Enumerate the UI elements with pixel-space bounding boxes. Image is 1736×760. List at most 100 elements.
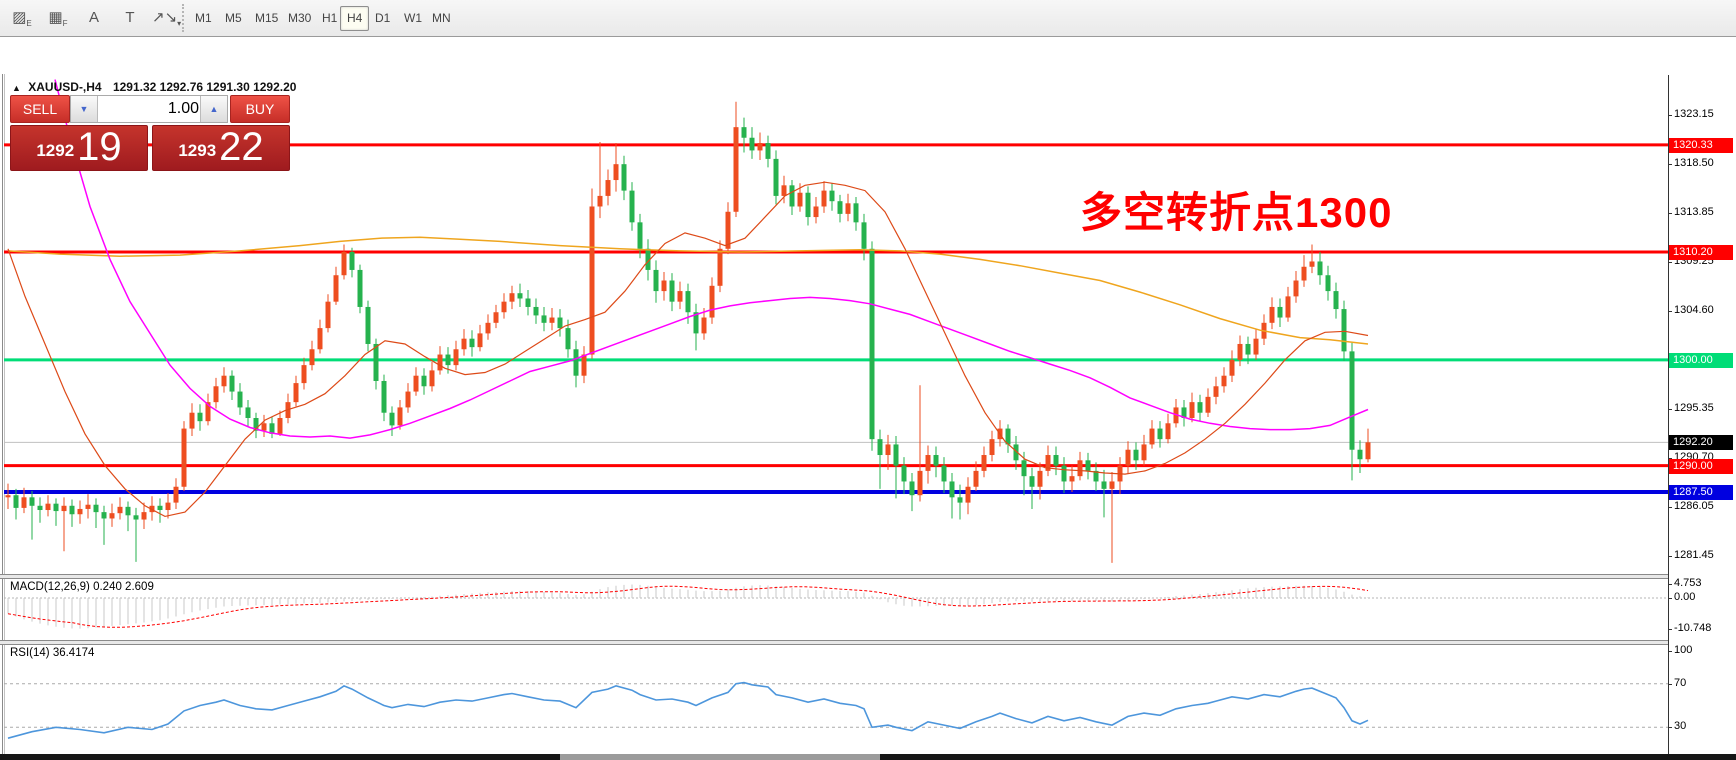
price-chart-canvas[interactable] (4, 75, 1668, 575)
candle-body (1157, 428, 1163, 440)
candle-body (1085, 460, 1091, 471)
timeframe-button-M1[interactable]: M1 (195, 11, 212, 25)
candle-body (781, 185, 787, 196)
candle-body (293, 383, 299, 403)
price-line-label-1310.20[interactable]: 1310.20 (1669, 244, 1733, 260)
candle-body (901, 465, 907, 482)
candle-body (717, 248, 723, 286)
candle-body (1045, 455, 1051, 471)
price-line-label-1287.50[interactable]: 1287.50 (1669, 485, 1733, 501)
text-label-icon[interactable]: T (125, 9, 135, 26)
candle-body (741, 127, 747, 138)
candle-body (357, 269, 363, 307)
volume-up-button[interactable]: ▲ (200, 96, 227, 122)
window-left-border-inner (4, 74, 5, 760)
text-annotation-icon[interactable]: A (88, 9, 99, 26)
candle-body (797, 192, 803, 207)
sell-price-pips: 19 (77, 125, 122, 169)
candle-body (365, 306, 371, 344)
candle-body (1301, 266, 1307, 281)
price-line-label-1320.33[interactable]: 1320.33 (1669, 137, 1733, 153)
timeframe-button-M5[interactable]: M5 (225, 11, 242, 25)
grid-icon[interactable]: ▦F (48, 9, 68, 28)
candle-body (629, 190, 635, 223)
candle-body (5, 495, 11, 498)
candle-body (637, 222, 643, 249)
price-line-label-1290.00[interactable]: 1290.00 (1669, 458, 1733, 474)
buy-button[interactable]: BUY (230, 95, 290, 123)
timeframe-button-M30[interactable]: M30 (288, 11, 312, 25)
candle-body (981, 455, 987, 471)
candle-body (597, 195, 603, 207)
ma-slow-orange (7, 236, 1369, 345)
candle-body (445, 354, 451, 366)
symbol-label: XAUUSD-,H4 (28, 80, 102, 94)
timeframe-button-H4[interactable]: H4 (340, 6, 370, 31)
candle-body (429, 370, 435, 387)
candle-body (37, 505, 43, 511)
candle-body (1349, 351, 1355, 450)
sell-price-button[interactable]: 1292 19 (10, 125, 148, 171)
volume-down-button[interactable]: ▼ (71, 96, 98, 122)
chart-text-annotation[interactable]: 多空转折点1300 (1080, 189, 1393, 236)
candle-body (1037, 470, 1043, 487)
candle-body (661, 280, 667, 292)
timeframe-button-H1[interactable]: H1 (322, 11, 338, 25)
candle-body (1181, 407, 1187, 419)
indicator-list-icon[interactable]: ▨E (12, 9, 32, 28)
candle-body (181, 428, 187, 487)
candle-body (589, 206, 595, 355)
candle-body (1061, 465, 1067, 482)
rsi-chart-canvas[interactable] (4, 644, 1668, 760)
candle-body (1109, 481, 1115, 489)
candle-body (253, 418, 259, 431)
chart-window[interactable]: ▲ XAUUSD-,H4 1291.32 1292.76 1291.30 129… (0, 37, 1736, 760)
timeframe-button-W1[interactable]: W1 (404, 11, 422, 25)
draw-arrows-icon[interactable]: ↗↘▾ (152, 9, 182, 28)
candle-body (645, 248, 651, 270)
price-line-label-1292.20[interactable]: 1292.20 (1669, 435, 1733, 451)
buy-price-big-figure: 1293 (178, 141, 217, 160)
candle-body (1013, 444, 1019, 461)
candle-body (941, 465, 947, 482)
timeframe-button-D1[interactable]: D1 (375, 11, 391, 25)
candle-body (1229, 359, 1235, 376)
macd-axis-label: -10.748 (1674, 622, 1712, 634)
candle-body (1317, 261, 1323, 276)
candle-body (757, 143, 763, 151)
candle-body (493, 312, 499, 323)
candle-body (341, 251, 347, 276)
scrollbar-thumb[interactable] (560, 754, 880, 760)
panel-separator-macd[interactable] (0, 574, 1669, 579)
panel-separator-rsi[interactable] (0, 640, 1669, 645)
buy-price-button[interactable]: 1293 22 (152, 125, 290, 171)
collapse-arrow-icon[interactable]: ▲ (12, 83, 21, 93)
candle-body (1077, 460, 1083, 477)
macd-axis-tick (1668, 584, 1672, 585)
price-line-label-1300.00[interactable]: 1300.00 (1669, 352, 1733, 368)
candle-body (325, 301, 331, 329)
candle-body (1357, 449, 1363, 460)
timeframe-button-MN[interactable]: MN (432, 11, 451, 25)
candle-body (1285, 296, 1291, 318)
candle-body (125, 506, 131, 516)
candle-body (157, 505, 163, 511)
candle-body (685, 291, 691, 313)
rsi-indicator-label: RSI(14) 36.4174 (10, 647, 95, 659)
candle-body (517, 293, 523, 299)
candle-body (45, 503, 51, 511)
candle-body (909, 481, 915, 496)
candle-body (477, 333, 483, 348)
volume-input[interactable]: 1.00 (167, 100, 199, 117)
macd-chart-canvas[interactable] (4, 578, 1668, 641)
buy-price-pips: 22 (219, 125, 264, 169)
horizontal-scrollbar[interactable] (0, 754, 1736, 760)
sell-button[interactable]: SELL (10, 95, 70, 123)
candle-body (109, 513, 115, 519)
candle-body (261, 423, 267, 431)
candle-body (413, 375, 419, 392)
candle-body (1125, 449, 1131, 466)
timeframe-button-M15[interactable]: M15 (255, 11, 279, 25)
candle-body (565, 328, 571, 350)
candle-body (309, 349, 315, 366)
